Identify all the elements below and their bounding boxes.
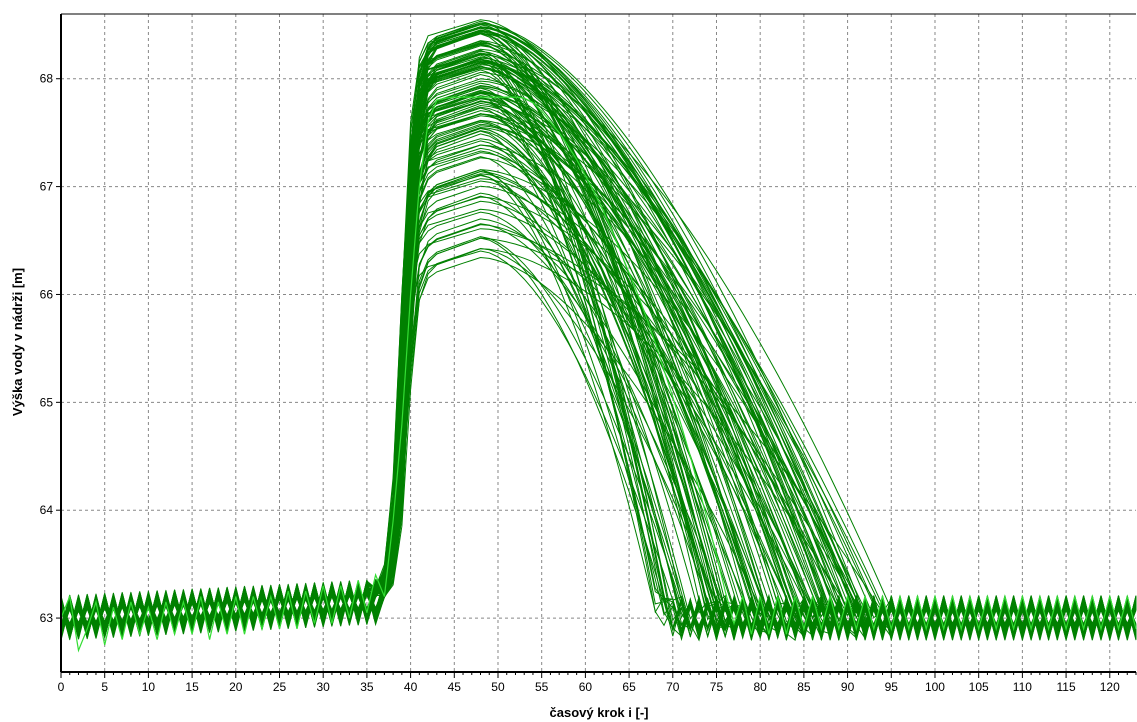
y-tick-label-1: 64	[40, 503, 54, 517]
x-tick-label-5: 25	[273, 680, 287, 694]
highlight-line	[60, 96, 1137, 653]
x-tick-label-6: 30	[317, 680, 331, 694]
x-tick-label-9: 45	[448, 680, 462, 694]
x-tick-label-4: 20	[229, 680, 243, 694]
x-tick-label-22: 110	[1013, 680, 1032, 694]
x-tick-label-1: 5	[101, 680, 108, 694]
highlight-series	[60, 96, 1137, 653]
x-tick-label-20: 100	[925, 680, 945, 694]
x-tick-label-2: 10	[142, 680, 156, 694]
x-tick-label-10: 50	[491, 680, 505, 694]
x-tick-label-16: 80	[754, 680, 768, 694]
axes	[56, 13, 1137, 678]
x-tick-label-3: 15	[185, 680, 199, 694]
x-tick-label-8: 40	[404, 680, 418, 694]
x-tick-label-21: 105	[969, 680, 989, 694]
y-tick-labels: 63 64 65 66 67 68	[40, 72, 54, 625]
x-tick-label-17: 85	[797, 680, 811, 694]
ensemble-line-138	[60, 66, 1137, 638]
x-tick-label-19: 95	[885, 680, 899, 694]
y-tick-label-4: 67	[40, 180, 54, 194]
x-axis-label: časový krok i [-]	[550, 705, 649, 720]
y-axis-label: Výška vody v nádrži [m]	[10, 268, 25, 416]
x-tick-label-24: 120	[1100, 680, 1120, 694]
x-tick-label-7: 35	[360, 680, 374, 694]
y-tick-label-5: 68	[40, 72, 54, 86]
x-tick-label-14: 70	[666, 680, 680, 694]
y-tick-label-3: 66	[40, 287, 54, 301]
y-tick-label-2: 65	[40, 395, 54, 409]
x-tick-label-18: 90	[841, 680, 855, 694]
x-tick-label-0: 0	[58, 680, 65, 694]
y-tick-label-0: 63	[40, 611, 54, 625]
x-tick-label-15: 75	[710, 680, 724, 694]
x-tick-label-23: 115	[1057, 680, 1076, 694]
x-tick-label-13: 65	[622, 680, 636, 694]
grid-lines	[61, 14, 1136, 672]
x-tick-label-11: 55	[535, 680, 549, 694]
x-tick-labels: 0 5 10 15 20 25 30 35 40 45 50 55 60 65 70 75 80 85 90 95 10…	[58, 680, 1120, 694]
x-tick-label-12: 60	[579, 680, 593, 694]
